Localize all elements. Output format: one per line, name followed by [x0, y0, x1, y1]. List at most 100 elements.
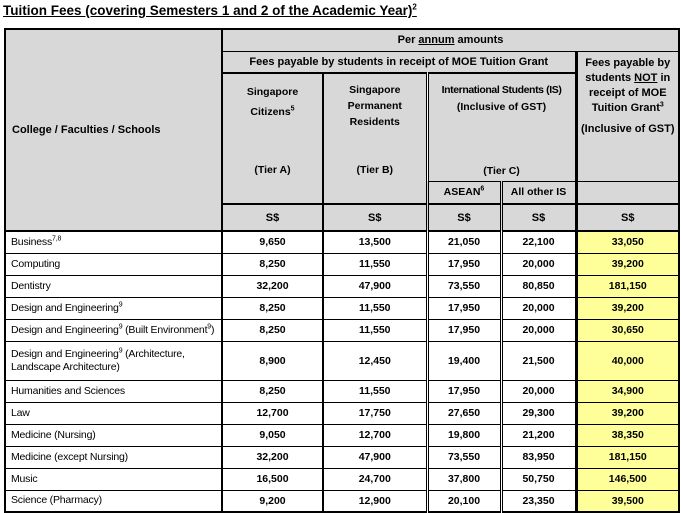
- fee-tier-a: 12,700: [221, 401, 324, 425]
- fee-tier-b: 24,700: [322, 467, 428, 491]
- fee-asean: 17,950: [425, 296, 502, 320]
- row-label: Science (Pharmacy): [4, 489, 223, 513]
- fee-tier-b: 47,900: [322, 445, 428, 469]
- table-row: Medicine (except Nursing) 32,200 47,900 73,…: [4, 445, 680, 469]
- fee-no-grant: 39,200: [574, 401, 680, 425]
- fee-no-grant: 39,500: [574, 489, 680, 513]
- currency-no-grant: S$: [574, 203, 680, 232]
- header-row-tiers: Singapore Citizens5 (Tier A) Singapore P…: [5, 72, 679, 205]
- fee-tier-b: 12,900: [322, 489, 428, 513]
- row-label: Design and Engineering9 (Built Environme…: [4, 318, 223, 342]
- fee-asean: 20,100: [425, 489, 502, 513]
- header-row-currency: S$ S$ S$ S$ S$: [5, 203, 680, 232]
- row-label: Music: [4, 467, 223, 491]
- fee-no-grant: 39,200: [574, 252, 680, 276]
- tuition-fees-table: College / Faculties / Schools Per annum …: [4, 28, 681, 513]
- row-label: Design and Engineering9: [4, 296, 223, 320]
- fee-tier-b: 13,500: [322, 230, 428, 254]
- fee-asean: 17,950: [425, 252, 502, 276]
- currency-all-other-is: S$: [499, 203, 577, 232]
- fee-all-other-is: 21,500: [499, 340, 577, 381]
- header-tier-c: International Students (IS) (Inclusive o…: [425, 72, 577, 182]
- fee-all-other-is: 20,000: [499, 252, 577, 276]
- tier-a-tag: (Tier A): [254, 164, 291, 176]
- fee-tier-a: 16,500: [221, 467, 324, 491]
- page-title-text: Tuition Fees (covering Semesters 1 and 2…: [3, 3, 413, 18]
- fee-no-grant: 181,150: [574, 274, 680, 298]
- fee-all-other-is: 29,300: [499, 401, 577, 425]
- fee-tier-a: 32,200: [221, 274, 324, 298]
- no-grant-not: NOT: [634, 71, 658, 84]
- no-grant-pre: Fees payable by students: [585, 56, 671, 84]
- fee-tier-a: 8,250: [221, 379, 324, 403]
- header-per-annum: Per annum amounts: [220, 28, 680, 52]
- currency-asean: S$: [425, 203, 502, 232]
- header-grant-group: Fees payable by students in receipt of M…: [221, 50, 577, 74]
- fee-asean: 17,950: [425, 379, 502, 403]
- fee-no-grant: 146,500: [574, 467, 680, 491]
- asean-footnote: 6: [480, 185, 485, 193]
- fee-tier-a: 9,050: [221, 423, 324, 447]
- row-label: Medicine (except Nursing): [4, 445, 223, 469]
- header-asean: ASEAN6: [425, 180, 502, 205]
- tier-a-line1: Singapore: [246, 86, 299, 98]
- tier-c-label: International Students (IS) (Inclusive o…: [441, 84, 562, 113]
- header-row-per-annum: College / Faculties / Schools Per annum …: [4, 28, 680, 232]
- fee-all-other-is: 20,000: [499, 296, 577, 320]
- table-row: Science (Pharmacy) 9,200 12,900 20,100 23,35…: [4, 489, 680, 513]
- table-row: Medicine (Nursing) 9,050 12,700 19,800 21,20…: [4, 423, 680, 447]
- header-corner: College / Faculties / Schools: [4, 28, 223, 232]
- tier-a-footnote: 5: [290, 105, 295, 113]
- fee-tier-a: 8,900: [221, 340, 324, 381]
- fee-all-other-is: 50,750: [499, 467, 577, 491]
- fee-all-other-is: 20,000: [499, 379, 577, 403]
- fee-tier-b: 12,450: [322, 340, 428, 381]
- no-grant-main-text: Fees payable by students NOT in receipt …: [581, 56, 676, 116]
- header-all-other-is: All other IS: [499, 180, 577, 205]
- fee-all-other-is: 80,850: [499, 274, 577, 298]
- table-row: Design and Engineering9 (Built Environme…: [4, 318, 680, 342]
- tier-a-label: Singapore Citizens5: [223, 74, 322, 122]
- fee-all-other-is: 83,950: [499, 445, 577, 469]
- table-row: Humanities and Sciences 8,250 11,550 17,950…: [4, 379, 680, 403]
- no-grant-post: in receipt of MOE Tuition Grant: [588, 71, 671, 114]
- fee-asean: 73,550: [425, 274, 502, 298]
- fee-all-other-is: 20,000: [499, 318, 577, 342]
- table-row: Business7,8 9,650 13,500 21,050 22,100 33,050: [4, 230, 680, 254]
- fee-tier-b: 17,750: [322, 401, 428, 425]
- row-label: Medicine (Nursing): [4, 423, 223, 447]
- fee-asean: 19,400: [425, 340, 502, 381]
- header-row-grant-group: Fees payable by students in receipt of M…: [5, 50, 680, 182]
- tier-b-tag: (Tier B): [356, 164, 394, 176]
- fee-all-other-is: 21,200: [499, 423, 577, 447]
- fee-no-grant: 181,150: [574, 445, 680, 469]
- per-annum-underlined: annum: [418, 34, 455, 47]
- fee-tier-b: 47,900: [322, 274, 428, 298]
- header-no-grant-spacer: [574, 180, 680, 205]
- fee-tier-a: 9,650: [221, 230, 324, 254]
- no-grant-footnote: 3: [659, 100, 664, 108]
- currency-tier-b: S$: [322, 203, 428, 232]
- tier-c-tag: (Tier C): [483, 164, 520, 177]
- fee-asean: 19,800: [425, 423, 502, 447]
- table-row: Dentistry 32,200 47,900 73,550 80,850 181,150: [4, 274, 680, 298]
- row-label: Humanities and Sciences: [4, 379, 223, 403]
- fee-asean: 27,650: [425, 401, 502, 425]
- fee-tier-b: 12,700: [322, 423, 428, 447]
- header-tier-b: Singapore Permanent Residents (Tier B): [322, 72, 428, 205]
- row-label: Law: [4, 401, 223, 425]
- table-row: Design and Engineering9 8,250 11,550 17,950…: [4, 296, 680, 320]
- header-no-grant: Fees payable by students NOT in receipt …: [574, 50, 680, 182]
- fee-no-grant: 30,650: [574, 318, 680, 342]
- fee-asean: 17,950: [425, 318, 502, 342]
- row-label: Design and Engineering9 (Architecture, La…: [4, 340, 223, 381]
- fee-no-grant: 39,200: [574, 296, 680, 320]
- fee-tier-a: 8,250: [221, 252, 324, 276]
- page-title-footnote: 2: [412, 2, 417, 12]
- currency-tier-a: S$: [221, 203, 324, 232]
- per-annum-post: amounts: [454, 34, 504, 47]
- fee-all-other-is: 22,100: [499, 230, 577, 254]
- row-label: Dentistry: [4, 274, 223, 298]
- fee-tier-a: 9,200: [221, 489, 324, 513]
